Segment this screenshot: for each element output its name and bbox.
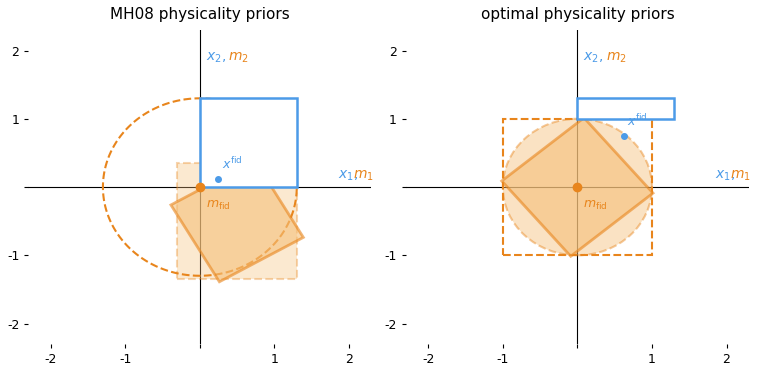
Text: $m_1$: $m_1$ bbox=[353, 169, 373, 183]
Text: $m_1$: $m_1$ bbox=[730, 169, 751, 183]
Text: $x_2,$: $x_2,$ bbox=[584, 51, 604, 65]
Text: $x^{\mathrm{fid}}$: $x^{\mathrm{fid}}$ bbox=[223, 156, 243, 172]
Text: $x_2,$: $x_2,$ bbox=[206, 51, 226, 65]
Text: $m_{\mathrm{fid}}$: $m_{\mathrm{fid}}$ bbox=[206, 198, 230, 211]
Text: $x_1,$: $x_1,$ bbox=[338, 169, 358, 183]
Title: optimal physicality priors: optimal physicality priors bbox=[481, 7, 674, 22]
Bar bbox=[578, 98, 674, 119]
Title: MH08 physicality priors: MH08 physicality priors bbox=[110, 7, 290, 22]
Bar bbox=[503, 119, 652, 255]
Bar bbox=[200, 98, 296, 187]
Text: $x_1,$: $x_1,$ bbox=[716, 169, 735, 183]
Text: $x^{\mathrm{fid}}$: $x^{\mathrm{fid}}$ bbox=[627, 113, 648, 129]
Ellipse shape bbox=[503, 119, 652, 255]
Text: $m_{\mathrm{fid}}$: $m_{\mathrm{fid}}$ bbox=[584, 198, 608, 211]
Text: $m_2$: $m_2$ bbox=[228, 51, 249, 65]
Bar bbox=[178, 163, 296, 279]
Polygon shape bbox=[171, 160, 303, 282]
Text: $m_2$: $m_2$ bbox=[606, 51, 626, 65]
Polygon shape bbox=[501, 118, 653, 256]
